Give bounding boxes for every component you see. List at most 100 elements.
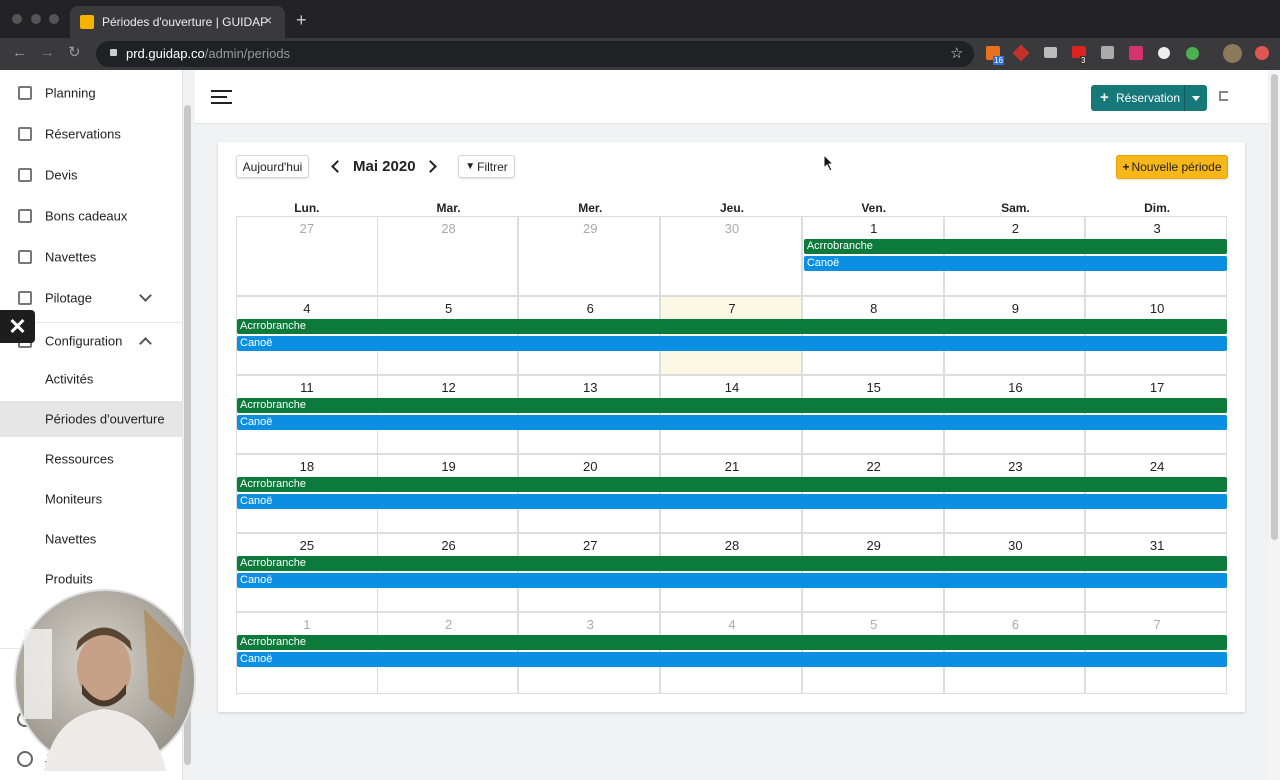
logout-icon[interactable] (1219, 91, 1228, 101)
day-cell[interactable] (376, 296, 519, 375)
day-cell[interactable] (376, 454, 519, 533)
close-overlay[interactable]: ✕ (0, 310, 35, 343)
extension[interactable] (1072, 46, 1086, 58)
sidebar-scrollbar[interactable] (184, 105, 191, 765)
today-button[interactable]: Aujourd'hui (236, 155, 309, 178)
extension[interactable] (1158, 47, 1170, 59)
event-bar[interactable]: Canoë (237, 336, 1227, 351)
event-bar[interactable]: Acrrobranche (237, 398, 1227, 413)
day-cell[interactable] (1085, 533, 1227, 612)
day-cell[interactable] (236, 216, 378, 296)
menu-icon[interactable] (211, 90, 232, 104)
day-cell[interactable] (660, 533, 802, 612)
day-cell[interactable] (518, 454, 661, 533)
sidebar-sub-item[interactable]: Navettes (45, 531, 97, 547)
day-cell[interactable] (236, 375, 378, 454)
dropdown-caret[interactable] (1192, 96, 1200, 105)
new-tab[interactable]: + (296, 10, 307, 30)
sidebar-item[interactable]: Bons cadeaux (45, 208, 128, 224)
window-button[interactable] (31, 14, 41, 24)
event-bar[interactable]: Canoë (803, 256, 1227, 271)
extension[interactable] (1101, 46, 1114, 59)
extension[interactable] (1129, 46, 1143, 60)
sidebar-sub-item[interactable]: Moniteurs (45, 491, 103, 507)
sidebar-icon (18, 168, 32, 182)
back[interactable]: ← (12, 44, 27, 61)
event-bar[interactable]: Canoë (237, 415, 1227, 430)
day-cell[interactable] (660, 375, 802, 454)
day-number: 4 (303, 301, 311, 316)
event-bar[interactable]: Acrrobranche (237, 635, 1227, 650)
day-cell[interactable] (943, 454, 1086, 533)
sidebar-item[interactable]: Configuration (45, 333, 123, 349)
sidebar-item[interactable]: Réservations (45, 126, 121, 142)
day-cell[interactable] (518, 216, 661, 296)
day-cell[interactable] (943, 533, 1086, 612)
event-bar[interactable]: Acrrobranche (803, 239, 1227, 254)
new-period-button[interactable]: + Nouvelle période (1116, 155, 1228, 179)
window-button[interactable] (49, 14, 59, 24)
filter-label: Filtrer (477, 159, 508, 174)
profile[interactable] (1223, 44, 1242, 63)
extension[interactable] (1044, 47, 1057, 58)
divider (0, 322, 182, 323)
sidebar-item[interactable]: Planning (45, 85, 96, 101)
day-cell[interactable] (376, 533, 519, 612)
day-cell[interactable] (801, 296, 944, 375)
sidebar-sub-item[interactable]: Produits (45, 571, 93, 587)
extension[interactable] (1255, 46, 1269, 60)
day-cell[interactable] (236, 533, 378, 612)
day-number: 20 (583, 459, 598, 474)
day-cell[interactable] (943, 296, 1086, 375)
tab-close[interactable]: × (264, 12, 273, 28)
filter-button[interactable]: ▼ Filtrer (458, 155, 515, 178)
day-cell[interactable] (518, 375, 661, 454)
sidebar-sub-item[interactable]: Périodes d'ouverture (45, 411, 165, 427)
day-cell[interactable] (801, 533, 944, 612)
reload[interactable]: ↻ (68, 44, 81, 61)
sidebar-item[interactable]: Devis (45, 167, 78, 183)
reservation-button[interactable] (1091, 85, 1207, 111)
event-bar[interactable]: Acrrobranche (237, 556, 1227, 571)
day-number: 22 (866, 459, 881, 474)
sidebar-item[interactable]: Pilotage (45, 290, 92, 306)
forward[interactable]: → (40, 44, 55, 61)
extension[interactable] (1186, 47, 1199, 60)
weekday: Lun. (294, 201, 320, 215)
sidebar-item[interactable]: Navettes (45, 249, 97, 265)
event-bar[interactable]: Acrrobranche (237, 319, 1227, 334)
day-cell[interactable] (1085, 375, 1227, 454)
bookmark-star[interactable]: ☆ (950, 45, 964, 62)
event-bar[interactable]: Canoë (237, 573, 1227, 588)
day-cell[interactable] (660, 296, 802, 375)
badge: 3 (1080, 56, 1087, 65)
day-number: 26 (441, 538, 456, 553)
day-cell[interactable] (376, 375, 519, 454)
event-bar[interactable]: Acrrobranche (237, 477, 1227, 492)
event-bar[interactable]: Canoë (237, 652, 1227, 667)
tab[interactable] (70, 6, 285, 38)
day-cell[interactable] (236, 296, 378, 375)
day-cell[interactable] (518, 296, 661, 375)
window-button[interactable] (12, 14, 22, 24)
sidebar-sub-item[interactable]: Ressources (45, 451, 114, 467)
day-cell[interactable] (801, 454, 944, 533)
day-cell[interactable] (660, 216, 802, 296)
day-number: 23 (1008, 459, 1023, 474)
address-bar[interactable] (96, 41, 974, 67)
day-cell[interactable] (376, 216, 519, 296)
day-number: 3 (586, 617, 594, 632)
day-cell[interactable] (236, 454, 378, 533)
tab-title: Périodes d'ouverture | GUIDAP (102, 15, 269, 29)
day-cell[interactable] (1085, 454, 1227, 533)
page-scrollbar[interactable] (1271, 74, 1278, 540)
day-cell[interactable] (660, 454, 802, 533)
day-cell[interactable] (943, 375, 1086, 454)
event-bar[interactable]: Canoë (237, 494, 1227, 509)
day-cell[interactable] (1085, 296, 1227, 375)
day-cell[interactable] (801, 375, 944, 454)
day-number: 29 (583, 221, 598, 236)
day-cell[interactable] (518, 533, 661, 612)
sidebar-sub-item[interactable]: Activités (45, 371, 94, 387)
